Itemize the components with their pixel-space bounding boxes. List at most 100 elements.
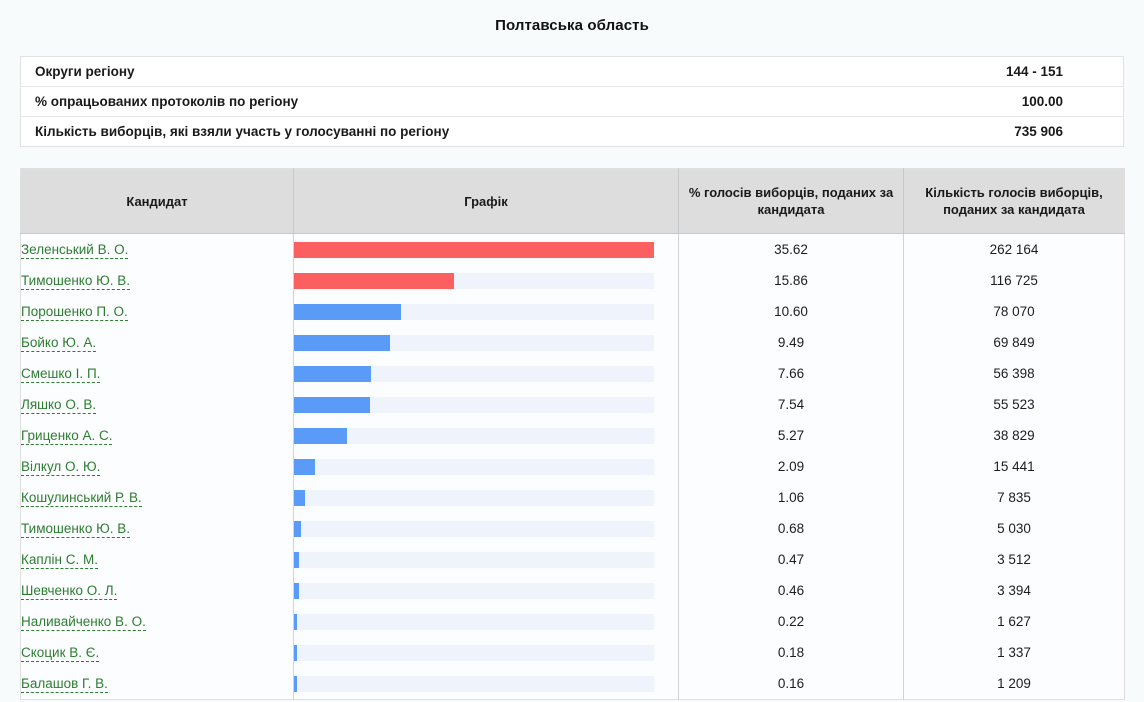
candidate-link[interactable]: Бойко Ю. А. bbox=[21, 335, 97, 352]
bar-track bbox=[294, 272, 654, 289]
bar-track bbox=[294, 241, 654, 258]
candidate-cell: Шевченко О. Л. bbox=[20, 575, 294, 606]
region-summary-body: Округи регіону 144 - 151 % опрацьованих пр… bbox=[20, 57, 1124, 147]
bar-track bbox=[294, 334, 654, 351]
table-row: Скоцик В. Є. 0.18 1 337 bbox=[20, 637, 1125, 668]
percent-cell: 7.54 bbox=[678, 389, 904, 420]
candidate-link[interactable]: Смешко І. П. bbox=[21, 366, 101, 383]
summary-row: Кількість виборців, які взяли участь у г… bbox=[20, 116, 1124, 147]
candidate-link[interactable]: Кошулинський Р. В. bbox=[21, 490, 142, 507]
summary-label: Округи регіону bbox=[35, 64, 135, 79]
candidate-link[interactable]: Тимошенко Ю. В. bbox=[21, 521, 130, 538]
candidate-link[interactable]: Гриценко А. С. bbox=[21, 428, 113, 445]
graph-cell bbox=[293, 575, 679, 606]
table-row: Гриценко А. С. 5.27 38 829 bbox=[20, 420, 1125, 451]
summary-value: 100.00 bbox=[682, 86, 1124, 117]
candidate-link[interactable]: Скоцик В. Є. bbox=[21, 645, 100, 662]
votes-cell: 1 209 bbox=[997, 676, 1031, 691]
bar-track bbox=[294, 303, 654, 320]
bar-track bbox=[294, 675, 654, 692]
graph-cell bbox=[293, 327, 679, 358]
summary-label: Кількість виборців, які взяли участь у г… bbox=[20, 116, 683, 147]
percent-cell: 0.22 bbox=[678, 606, 904, 637]
graph-cell bbox=[293, 265, 679, 296]
bar-track bbox=[294, 520, 654, 537]
percent-cell: 15.86 bbox=[678, 265, 904, 296]
percent-cell: 5.27 bbox=[678, 420, 904, 451]
candidate-cell: Каплін С. М. bbox=[20, 544, 294, 575]
bar-fill bbox=[294, 303, 401, 320]
percent-cell: 7.66 bbox=[678, 358, 904, 389]
bar-fill bbox=[294, 489, 305, 506]
candidate-link[interactable]: Шевченко О. Л. bbox=[21, 583, 118, 600]
bar-fill bbox=[294, 365, 371, 382]
votes-cell: 69 849 bbox=[993, 335, 1035, 350]
bar-fill bbox=[294, 582, 299, 599]
graph-cell bbox=[293, 637, 679, 668]
bar-track bbox=[294, 489, 654, 506]
candidate-link[interactable]: Тимошенко Ю. В. bbox=[21, 273, 130, 290]
candidate-cell: Порошенко П. О. bbox=[20, 296, 294, 327]
table-row: Вілкул О. Ю. 2.09 15 441 bbox=[20, 451, 1125, 482]
table-row: Бойко Ю. А. 9.49 69 849 bbox=[20, 327, 1125, 358]
percent-cell: 0.46 bbox=[678, 575, 904, 606]
candidate-cell: Балашов Г. В. bbox=[20, 668, 294, 700]
candidate-cell: Бойко Ю. А. bbox=[20, 327, 294, 358]
graph-cell bbox=[293, 358, 679, 389]
bar-fill bbox=[294, 334, 390, 351]
bar-track bbox=[294, 427, 654, 444]
graph-cell bbox=[293, 544, 679, 575]
percent-cell: 0.16 bbox=[678, 668, 904, 700]
votes-cell: 15 441 bbox=[993, 459, 1035, 474]
page-title: Полтавська область bbox=[495, 17, 649, 34]
bar-fill bbox=[294, 396, 370, 413]
table-row: Балашов Г. В. 0.16 1 209 bbox=[20, 668, 1125, 700]
percent-cell: 9.49 bbox=[678, 327, 904, 358]
graph-cell bbox=[293, 296, 679, 327]
region-summary-table: Округи регіону 144 - 151 % опрацьованих пр… bbox=[20, 56, 1124, 147]
candidate-cell: Вілкул О. Ю. bbox=[20, 451, 294, 482]
table-row: Шевченко О. Л. 0.46 3 394 bbox=[20, 575, 1125, 606]
col-header-percent: % голосів виборців, поданих за кандидата bbox=[678, 168, 904, 234]
votes-cell: 7 835 bbox=[997, 490, 1031, 505]
percent-cell: 35.62 bbox=[678, 233, 904, 265]
votes-cell: 78 070 bbox=[993, 304, 1035, 319]
candidate-link[interactable]: Каплін С. М. bbox=[21, 552, 99, 569]
table-row: Тимошенко Ю. В. 0.68 5 030 bbox=[20, 513, 1125, 544]
graph-cell bbox=[293, 420, 679, 451]
votes-cell: 1 337 bbox=[997, 645, 1031, 660]
candidate-link[interactable]: Вілкул О. Ю. bbox=[21, 459, 101, 476]
candidate-cell: Ляшко О. В. bbox=[20, 389, 294, 420]
candidate-link[interactable]: Порошенко П. О. bbox=[21, 304, 128, 321]
graph-cell bbox=[293, 233, 679, 265]
candidate-link[interactable]: Наливайченко В. О. bbox=[21, 614, 146, 631]
col-header-graph: Графік bbox=[293, 168, 679, 234]
table-row: Смешко І. П. 7.66 56 398 bbox=[20, 358, 1125, 389]
table-row: Наливайченко В. О. 0.22 1 627 bbox=[20, 606, 1125, 637]
bar-track bbox=[294, 613, 654, 630]
results-table-body: Зеленський В. О. 35.62 262 164 Тимошенко Ю.… bbox=[20, 233, 1125, 700]
percent-cell: 1.06 bbox=[678, 482, 904, 513]
candidate-link[interactable]: Балашов Г. В. bbox=[21, 676, 108, 693]
percent-cell: 0.18 bbox=[678, 637, 904, 668]
candidate-cell: Гриценко А. С. bbox=[20, 420, 294, 451]
votes-cell: 55 523 bbox=[993, 397, 1035, 412]
col-header-votes: Кількість голосів виборців, поданих за к… bbox=[903, 168, 1125, 234]
votes-cell: 38 829 bbox=[993, 428, 1035, 443]
votes-cell: 3 394 bbox=[997, 583, 1031, 598]
graph-cell bbox=[293, 389, 679, 420]
graph-cell bbox=[293, 482, 679, 513]
table-row: Каплін С. М. 0.47 3 512 bbox=[20, 544, 1125, 575]
percent-cell: 0.68 bbox=[678, 513, 904, 544]
bar-track bbox=[294, 365, 654, 382]
candidate-link[interactable]: Ляшко О. В. bbox=[21, 397, 97, 414]
graph-cell bbox=[293, 606, 679, 637]
table-row: Тимошенко Ю. В. 15.86 116 725 bbox=[20, 265, 1125, 296]
candidate-cell: Тимошенко Ю. В. bbox=[20, 513, 294, 544]
candidate-link[interactable]: Зеленський В. О. bbox=[21, 242, 129, 259]
table-row: Зеленський В. О. 35.62 262 164 bbox=[20, 233, 1125, 265]
candidate-cell: Смешко І. П. bbox=[20, 358, 294, 389]
percent-cell: 2.09 bbox=[678, 451, 904, 482]
bar-track bbox=[294, 644, 654, 661]
bar-fill bbox=[294, 427, 347, 444]
